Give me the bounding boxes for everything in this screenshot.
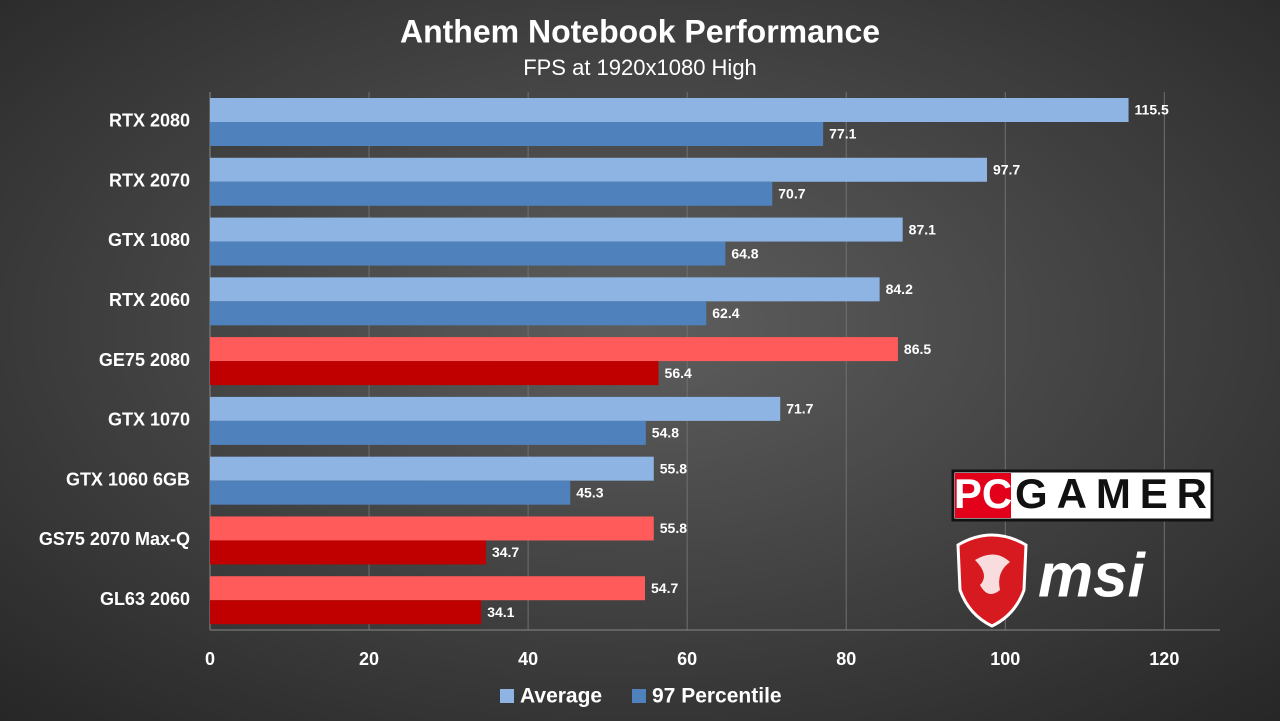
bar	[210, 480, 571, 505]
bar	[210, 241, 726, 266]
pc-gamer-logo: PC GAMER	[951, 469, 1214, 522]
bar	[210, 540, 486, 565]
bar	[210, 516, 654, 541]
logo-red	[955, 473, 1011, 518]
legend-label: 97 Percentile	[652, 685, 782, 708]
x-tick-label: 80	[836, 649, 856, 669]
x-tick-label: 40	[518, 649, 538, 669]
legend-swatch	[500, 689, 514, 703]
bar	[210, 576, 646, 601]
y-tick-label: GS75 2070 Max-Q	[39, 529, 190, 549]
y-tick-label: GTX 1070	[108, 410, 190, 430]
value-label: 115.5	[1135, 102, 1169, 118]
logo-gamer: GAMER	[1015, 470, 1207, 517]
bar	[210, 217, 903, 242]
chart-title: Anthem Notebook Performance	[400, 13, 880, 49]
y-tick-label: GE75 2080	[99, 350, 190, 370]
bar	[210, 277, 880, 302]
bar	[210, 396, 781, 421]
y-tick-label: GL63 2060	[100, 589, 190, 609]
x-tick-label: 120	[1149, 649, 1179, 669]
value-label: 54.8	[652, 425, 679, 441]
value-label: 62.4	[712, 305, 739, 321]
value-label: 55.8	[660, 460, 687, 476]
value-label: 87.1	[909, 221, 936, 237]
chart-subtitle: FPS at 1920x1080 High	[523, 55, 757, 80]
x-tick-label: 100	[990, 649, 1020, 669]
bar	[210, 361, 659, 386]
bar	[210, 456, 654, 481]
bar	[210, 98, 1129, 122]
value-label: 77.1	[829, 126, 856, 142]
value-label: 34.1	[487, 604, 514, 620]
x-tick-label: 60	[677, 649, 697, 669]
bar	[210, 337, 898, 362]
value-label: 54.7	[651, 580, 678, 596]
y-tick-label: GTX 1060 6GB	[66, 469, 190, 489]
value-label: 71.7	[786, 401, 813, 417]
value-label: 45.3	[576, 484, 603, 500]
legend-swatch	[632, 689, 646, 703]
y-tick-label: GTX 1080	[108, 230, 190, 250]
x-tick-label: 20	[359, 649, 379, 669]
x-tick-label: 0	[205, 649, 215, 669]
bar	[210, 301, 707, 326]
bar	[210, 600, 482, 625]
msi-logo: msi	[956, 533, 1147, 628]
logo-pc: PC	[954, 470, 1012, 517]
bar	[210, 181, 773, 206]
y-tick-label: RTX 2080	[109, 111, 190, 131]
value-label: 64.8	[731, 245, 758, 261]
legend-label: Average	[520, 685, 602, 708]
value-label: 70.7	[778, 185, 805, 201]
bar	[210, 157, 987, 182]
value-label: 84.2	[886, 281, 913, 297]
value-label: 97.7	[993, 161, 1020, 177]
value-label: 34.7	[492, 544, 519, 560]
bar	[210, 420, 646, 445]
y-tick-label: RTX 2060	[109, 290, 190, 310]
msi-dragon	[975, 554, 1010, 594]
logo-msi: msi	[1038, 541, 1147, 610]
value-label: 56.4	[665, 365, 692, 381]
value-label: 86.5	[904, 341, 931, 357]
y-tick-label: RTX 2070	[109, 170, 190, 190]
bar	[210, 122, 824, 146]
value-label: 55.8	[660, 520, 687, 536]
